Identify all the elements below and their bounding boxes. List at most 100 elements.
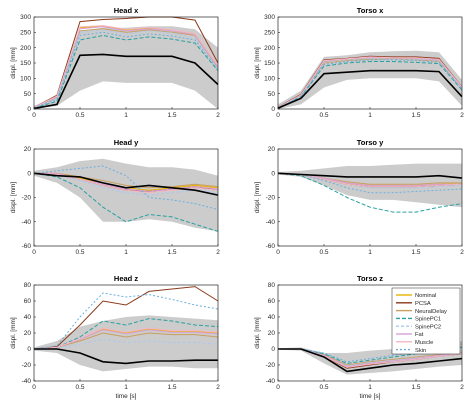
x-tick-label: 0: [32, 112, 36, 119]
y-tick-label: 150: [20, 60, 31, 67]
y-tick-label: -20: [22, 195, 32, 202]
x-tick-label: 1: [368, 384, 372, 391]
y-tick-label: -40: [22, 219, 32, 226]
x-tick-label: 1: [368, 249, 372, 256]
x-tick-label: 0: [276, 384, 280, 391]
panel-title: Head z: [114, 274, 138, 283]
x-tick-label: 0: [32, 249, 36, 256]
series-line-mean: [277, 69, 463, 109]
y-tick-label: 250: [264, 30, 275, 37]
x-tick-label: 2: [216, 112, 220, 119]
y-axis-label: displ. [mm]: [10, 182, 17, 214]
series-line-spinepc1: [33, 172, 219, 232]
series-line-mean: [34, 348, 218, 365]
x-tick-label: 1: [368, 112, 372, 119]
y-axis-label: displ. [mm]: [254, 317, 261, 349]
legend-entry-pcsa: PCSA: [415, 301, 431, 307]
legend-entry-spinepc2: SpinePC2: [415, 324, 441, 330]
y-tick-label: 80: [268, 282, 276, 289]
y-tick-label: -40: [22, 378, 32, 385]
y-tick-label: 60: [268, 298, 276, 305]
series-line-pcsa: [33, 16, 219, 108]
chart-panel-2: Torso x 0 0.5 1 1.5 2 0 50 100 150 200 250 300 displ.…: [254, 6, 464, 119]
y-tick-label: -20: [22, 362, 32, 369]
y-tick-label: 40: [268, 314, 276, 321]
x-tick-label: 2: [460, 112, 464, 119]
x-tick-label: 1.5: [411, 112, 420, 119]
series-line-skin: [33, 31, 219, 109]
y-tick-label: 40: [24, 314, 32, 321]
y-tick-label: 100: [264, 76, 275, 83]
y-tick-label: -40: [266, 378, 276, 385]
chart-panel-3: Head y 0 0.5 1 1.5 2 -60 -40 -20 0 20 displ. [mm]: [10, 138, 220, 256]
y-axis-label: displ. [mm]: [254, 47, 261, 79]
y-tick-label: 200: [20, 45, 31, 52]
y-tick-label: 80: [24, 282, 32, 289]
y-tick-label: 0: [27, 170, 31, 177]
y-axis-label: displ. [mm]: [10, 317, 17, 349]
panel-title: Torso x: [357, 6, 384, 15]
series-line-muscle: [33, 25, 219, 108]
y-axis-label: displ. [mm]: [10, 47, 17, 79]
envelope-band: [34, 315, 218, 372]
x-tick-label: 1: [124, 384, 128, 391]
y-tick-label: 20: [268, 146, 276, 153]
x-tick-label: 2: [216, 249, 220, 256]
y-tick-label: 0: [27, 106, 31, 113]
panel-title: Head y: [114, 138, 139, 147]
y-tick-label: 50: [268, 91, 276, 98]
panel-title: Torso z: [357, 274, 383, 283]
legend-entry-spinepc1: SpinePC1: [415, 317, 441, 323]
y-tick-label: 0: [271, 346, 275, 353]
x-tick-label: 0.5: [75, 384, 84, 391]
series-line-skin: [33, 165, 219, 211]
series-line-neuraldelay: [33, 332, 219, 350]
series-line-muscle: [33, 327, 219, 350]
x-tick-label: 2: [460, 384, 464, 391]
y-tick-label: 300: [264, 14, 275, 21]
series-line-spinepc2: [277, 57, 463, 108]
x-tick-label: 2: [216, 384, 220, 391]
x-tick-label: 1: [124, 112, 128, 119]
legend-entry-nominal: Nominal: [415, 293, 436, 299]
series-line-mean: [33, 53, 219, 110]
x-tick-label: 1: [124, 249, 128, 256]
chart-panel-1: Head x 0 0.5 1 1.5 2 0 50 100 150 200 250 300 displ. …: [10, 6, 220, 119]
y-tick-label: 200: [264, 45, 275, 52]
legend-entry-muscle: Muscle: [415, 340, 433, 346]
y-tick-label: -60: [22, 243, 32, 250]
y-tick-label: 100: [20, 76, 31, 83]
chart-panel-5: Head z 0 0.5 1 1.5 2 -40 -20 0 20 40 60 80 displ. [mm…: [10, 274, 220, 391]
x-tick-label: 1.5: [167, 384, 176, 391]
y-tick-label: 20: [24, 146, 32, 153]
series-line-neuraldelay: [34, 172, 219, 189]
y-tick-label: 0: [271, 170, 275, 177]
y-tick-label: -60: [266, 243, 276, 250]
panel-title: Head x: [114, 6, 139, 15]
y-tick-label: 0: [27, 346, 31, 353]
legend-entry-skin: Skin: [415, 348, 426, 354]
y-tick-label: -20: [266, 362, 276, 369]
x-tick-label: 1.5: [167, 249, 176, 256]
x-tick-label: 0.5: [75, 112, 84, 119]
panel-title: Torso y: [357, 138, 384, 147]
y-tick-label: 250: [20, 30, 31, 37]
x-tick-label: 0.5: [319, 384, 328, 391]
legend-entry-fat: Fat: [415, 332, 424, 338]
series-line-mean: [33, 172, 219, 196]
x-tick-label: 1.5: [411, 249, 420, 256]
x-tick-label: 2: [460, 249, 464, 256]
x-axis-label: time [s]: [116, 393, 137, 400]
series-line-spinepc1: [277, 61, 463, 109]
y-tick-label: -20: [266, 195, 276, 202]
y-tick-label: 150: [264, 60, 275, 67]
x-axis-label: time [s]: [360, 393, 381, 400]
legend-entry-neuraldelay: NeuralDelay: [415, 309, 447, 315]
x-tick-label: 1.5: [167, 112, 176, 119]
y-tick-label: 60: [24, 298, 32, 305]
series-line-spinepc2: [33, 338, 219, 350]
series-line-muscle: [277, 172, 463, 188]
series-line-pcsa: [33, 286, 219, 350]
